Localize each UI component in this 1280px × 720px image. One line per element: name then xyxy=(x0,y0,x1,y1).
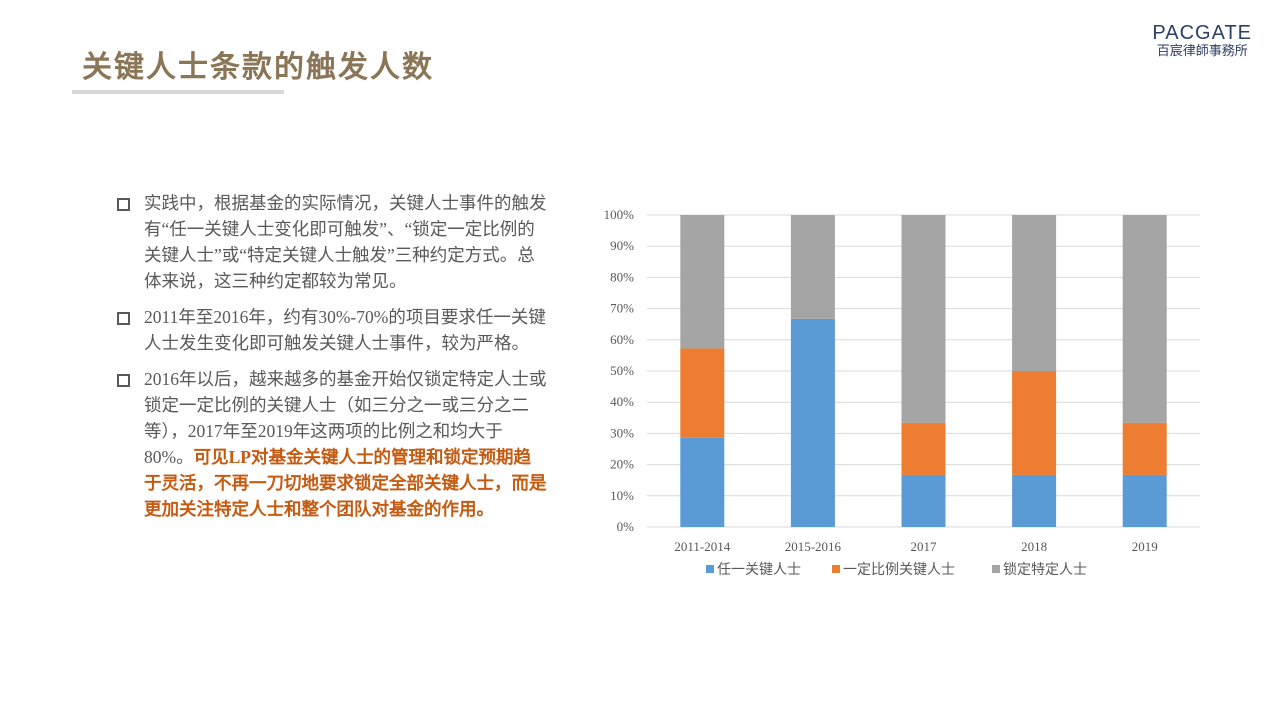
page-title: 关键人士条款的触发人数 xyxy=(82,50,434,85)
bar-segment xyxy=(680,437,725,527)
y-tick-label: 70% xyxy=(610,301,634,316)
y-tick-label: 10% xyxy=(610,488,634,503)
bullet-text: 2011年至2016年，约有30%-70%的项目要求任一关键人士发生变化即可触发… xyxy=(144,307,546,353)
legend-swatch xyxy=(992,565,1000,573)
x-tick-label: 2019 xyxy=(1132,539,1158,554)
bullet-item: 2016年以后，越来越多的基金开始仅锁定特定人士或锁定一定比例的关键人士（如三分… xyxy=(112,366,548,522)
bullet-text: 2016年以后，越来越多的基金开始仅锁定特定人士或锁定一定比例的关键人士（如三分… xyxy=(144,369,547,467)
square-bullet-icon xyxy=(117,198,130,211)
bar-segment xyxy=(1122,215,1167,423)
bar-segment xyxy=(901,215,946,423)
x-tick-label: 2011-2014 xyxy=(674,539,730,554)
legend-label: 一定比例关键人士 xyxy=(843,562,955,578)
y-tick-label: 50% xyxy=(610,363,634,378)
bar-segment xyxy=(1122,422,1167,475)
y-tick-label: 40% xyxy=(610,394,634,409)
legend-swatch xyxy=(832,565,840,573)
square-bullet-icon xyxy=(117,312,130,325)
y-tick-label: 60% xyxy=(610,332,634,347)
bar-segment xyxy=(790,215,835,319)
bar-segment xyxy=(1012,371,1057,475)
x-tick-label: 2017 xyxy=(911,539,938,554)
bullet-item: 2011年至2016年，约有30%-70%的项目要求任一关键人士发生变化即可触发… xyxy=(112,304,548,356)
y-tick-label: 80% xyxy=(610,269,634,284)
bar-segment xyxy=(680,348,725,438)
legend-label: 任一关键人士 xyxy=(717,562,801,578)
bar-segment xyxy=(1012,215,1057,371)
logo-wordmark: PACGATE xyxy=(1152,22,1252,44)
legend-swatch xyxy=(706,565,714,573)
bar-segment xyxy=(680,215,725,349)
y-tick-label: 90% xyxy=(610,238,634,253)
y-tick-label: 100% xyxy=(604,207,635,222)
y-tick-label: 0% xyxy=(617,519,635,534)
bullet-list: 实践中，根据基金的实际情况，关键人士事件的触发有“任一关键人士变化即可触发”、“… xyxy=(112,190,548,532)
square-bullet-icon xyxy=(117,374,130,387)
bar-segment xyxy=(901,422,946,475)
legend-label: 锁定特定人士 xyxy=(1003,562,1087,578)
logo-subtitle: 百宸律師事務所 xyxy=(1156,44,1248,59)
bar-segment xyxy=(901,474,946,527)
x-tick-label: 2018 xyxy=(1021,539,1047,554)
bar-segment xyxy=(1122,474,1167,527)
bullet-text: 实践中，根据基金的实际情况，关键人士事件的触发有“任一关键人士变化即可触发”、“… xyxy=(144,193,547,291)
title-underline xyxy=(72,90,284,94)
x-tick-label: 2015-2016 xyxy=(785,539,842,554)
stacked-bar-chart: 0% 10% 20% 30% 40% 50% 60% 70% 80% 90% 100% 2011-20… xyxy=(604,207,1200,578)
y-tick-label: 20% xyxy=(610,457,634,472)
bullet-item: 实践中，根据基金的实际情况，关键人士事件的触发有“任一关键人士变化即可触发”、“… xyxy=(112,190,548,294)
logo: PACGATE 百宸律師事務所 xyxy=(1152,22,1252,60)
y-tick-label: 30% xyxy=(610,425,634,440)
bar-segment xyxy=(790,318,835,527)
bullet-highlight-text: 可见LP对基金关键人士的管理和锁定预期趋于灵活，不再一刀切地要求锁定全部关键人士… xyxy=(144,447,547,519)
bar-segment xyxy=(1012,474,1057,527)
